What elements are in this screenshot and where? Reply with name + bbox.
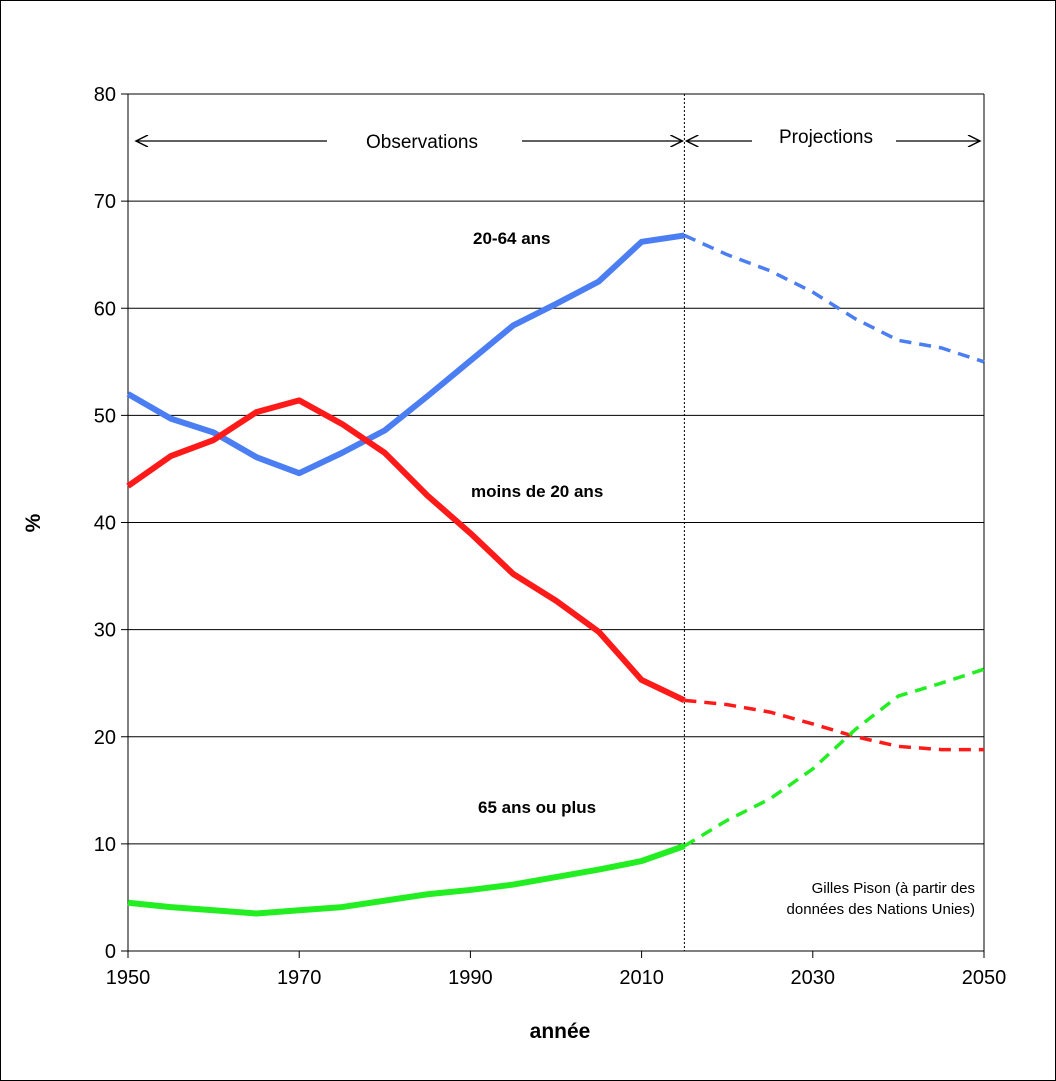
y-tick-label: 20: [94, 727, 116, 749]
x-tick-label: 2010: [619, 967, 664, 989]
annotations: 20-64 ans moins de 20 ans 65 ans ou plus Ob…: [22, 127, 980, 1043]
series-label: moins de 20 ans: [471, 482, 603, 501]
credit-line: données des Nations Unies): [787, 901, 975, 918]
series-line-projected: [683, 233, 985, 364]
x-tick-label: 1950: [106, 967, 151, 989]
axes: [121, 93, 985, 958]
x-tick-label: 2030: [791, 967, 836, 989]
y-tick-label: 50: [94, 405, 116, 427]
y-tick-label: 80: [94, 84, 116, 106]
series-line-projected: [684, 698, 984, 752]
series-label: 20-64 ans: [473, 229, 551, 248]
credit-line: Gilles Pison (à partir des: [812, 880, 975, 897]
x-tick-label: 2050: [962, 967, 1007, 989]
gridlines: [128, 93, 984, 845]
projections-label: Projections: [779, 127, 873, 148]
observations-label: Observations: [366, 132, 478, 153]
y-axis-title: %: [22, 513, 45, 532]
x-axis-title: année: [530, 1020, 591, 1043]
y-tick-label: 10: [94, 834, 116, 856]
series-label: 65 ans ou plus: [478, 798, 596, 817]
series-line-observed: [127, 843, 686, 917]
y-tick-label: 40: [94, 513, 116, 535]
series-layer: [126, 232, 985, 917]
x-tick-label: 1990: [448, 967, 493, 989]
y-tick-label: 0: [105, 941, 116, 963]
x-tick-label: 1970: [277, 967, 322, 989]
y-tick-label: 60: [94, 298, 116, 320]
series-line-observed: [126, 232, 685, 477]
y-tick-label: 30: [94, 620, 116, 642]
y-tick-label: 70: [94, 191, 116, 213]
series-line-projected: [683, 667, 985, 848]
series-line-observed: [126, 397, 686, 704]
